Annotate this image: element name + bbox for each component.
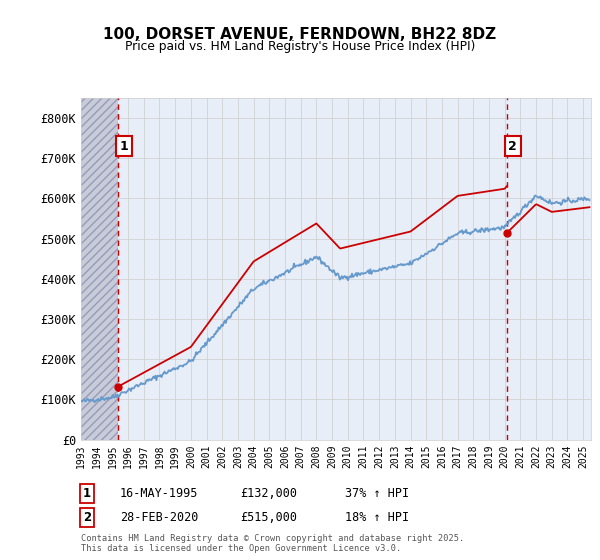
Text: 2: 2	[83, 511, 91, 524]
Bar	[81, 98, 118, 440]
Text: 1: 1	[83, 487, 91, 501]
Text: 100, DORSET AVENUE, FERNDOWN, BH22 8DZ: 100, DORSET AVENUE, FERNDOWN, BH22 8DZ	[103, 27, 497, 42]
Text: Contains HM Land Registry data © Crown copyright and database right 2025.
This d: Contains HM Land Registry data © Crown c…	[81, 534, 464, 553]
Text: 2: 2	[508, 140, 517, 153]
Text: 37% ↑ HPI: 37% ↑ HPI	[345, 487, 409, 501]
Text: 1: 1	[119, 140, 128, 153]
Text: Price paid vs. HM Land Registry's House Price Index (HPI): Price paid vs. HM Land Registry's House …	[125, 40, 475, 53]
Text: 18% ↑ HPI: 18% ↑ HPI	[345, 511, 409, 524]
Text: £132,000: £132,000	[240, 487, 297, 501]
Text: £515,000: £515,000	[240, 511, 297, 524]
Text: 28-FEB-2020: 28-FEB-2020	[120, 511, 199, 524]
Text: 16-MAY-1995: 16-MAY-1995	[120, 487, 199, 501]
